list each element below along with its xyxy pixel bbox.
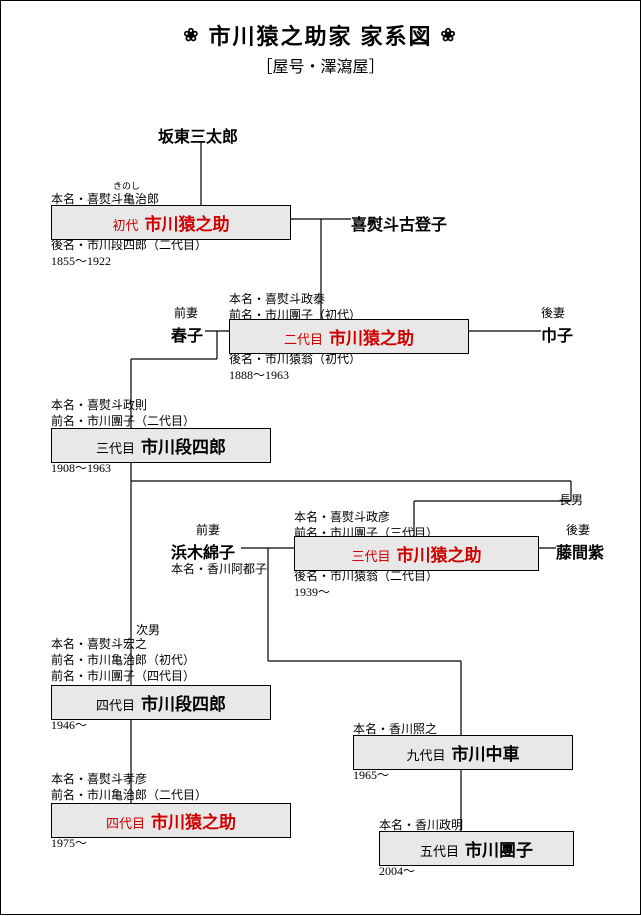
name-spouse1: 喜熨斗古登子: [351, 211, 447, 235]
ornament-right: ❀: [441, 25, 458, 46]
gen-label: 四代目: [106, 816, 145, 831]
page-title: ❀ 市川猿之助家 家系図 ❀: [183, 19, 457, 51]
main-name: 市川中車: [452, 745, 520, 764]
gen-label: 三代目: [96, 441, 135, 456]
gen-label: 初代: [112, 218, 138, 233]
page-subtitle: ［屋号・澤瀉屋］: [1, 53, 640, 77]
name-haruko: 春子: [171, 322, 203, 346]
gen-label: 四代目: [96, 698, 135, 713]
role-hamaki_role: 前妻: [196, 521, 220, 538]
box-gen1: 初代市川猿之助: [51, 205, 291, 240]
main-name: 市川猿之助: [397, 546, 482, 565]
title-left: 市川猿之助家: [208, 19, 352, 51]
main-name: 市川段四郎: [141, 438, 226, 457]
name-hamaki: 浜木綿子: [171, 539, 235, 563]
name-bando: 坂東三太郎: [158, 123, 238, 147]
note-gen3_below: 後名・市川猿翁（二代目）1939～: [294, 568, 438, 600]
main-name: 市川猿之助: [145, 215, 230, 234]
gen-label: 五代目: [420, 844, 459, 859]
box-dan4: 四代目市川段四郎: [51, 685, 271, 720]
name-fujima: 藤間紫: [556, 539, 604, 563]
note-dan4_above: 本名・喜熨斗宏之前名・市川亀治郎（初代）前名・市川團子（四代目）: [51, 636, 195, 685]
box-dan3: 三代目市川段四郎: [51, 428, 271, 463]
title-right: 家系図: [361, 19, 433, 51]
box-danshi: 五代目市川團子: [379, 831, 574, 866]
gen-label: 二代目: [284, 332, 323, 347]
header: ❀ 市川猿之助家 家系図 ❀ ［屋号・澤瀉屋］: [1, 1, 640, 77]
note-dan3_above: 本名・喜熨斗政則前名・市川團子（二代目）: [51, 397, 195, 429]
box-chusha: 九代目市川中車: [353, 735, 573, 770]
main-name: 市川猿之助: [151, 813, 236, 832]
name-kinu: 巾子: [541, 322, 573, 346]
role-chounan: 長男: [559, 491, 583, 508]
role-haruko_role: 前妻: [174, 304, 198, 321]
gen-label: 三代目: [351, 549, 390, 564]
note-hamaki_below: 本名・香川阿都子: [171, 561, 267, 577]
main-name: 市川段四郎: [141, 695, 226, 714]
main-name: 市川團子: [465, 841, 533, 860]
note-gen2_below: 後名・市川猿翁（初代）1888～1963: [229, 351, 361, 383]
gen-label: 九代目: [406, 748, 445, 763]
ornament-left: ❀: [183, 25, 200, 46]
box-gen3: 三代目市川猿之助: [294, 536, 539, 571]
role-kinu_role: 後妻: [541, 304, 565, 321]
role-fujima_role: 後妻: [566, 521, 590, 538]
box-gen4: 四代目市川猿之助: [51, 803, 291, 838]
note-gen1_below: 後名・市川段四郎（二代目）1855～1922: [51, 237, 207, 269]
box-gen2: 二代目市川猿之助: [229, 319, 469, 354]
main-name: 市川猿之助: [329, 329, 414, 348]
note-gen4_above: 本名・喜熨斗孝彦前名・市川亀治郎（二代目）: [51, 771, 207, 803]
family-tree-page: ❀ 市川猿之助家 家系図 ❀ ［屋号・澤瀉屋］ 坂東三太郎喜熨斗古登子春子 巾子浜…: [0, 0, 641, 915]
